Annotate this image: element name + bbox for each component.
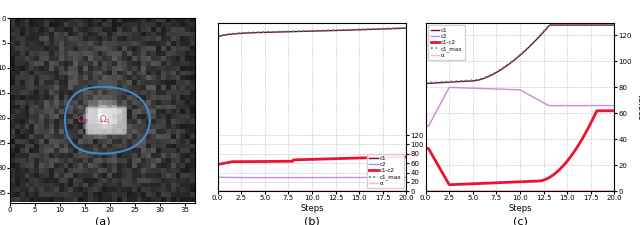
Legend: c1, c2, c1-c2, c1_max, α: c1, c2, c1-c2, c1_max, α [367, 154, 404, 189]
Y-axis label: Values: Values [428, 93, 437, 121]
Text: (b): (b) [304, 217, 320, 225]
Text: $\Omega_2$: $\Omega_2$ [77, 114, 90, 126]
Legend: c1, c2, c1-c2, c1_max, α: c1, c2, c1-c2, c1_max, α [428, 25, 465, 60]
Y-axis label: Values: Values [636, 93, 640, 121]
X-axis label: Steps: Steps [508, 204, 532, 213]
Text: (c): (c) [513, 217, 527, 225]
Text: $\Omega_1$: $\Omega_1$ [99, 114, 111, 126]
X-axis label: (a): (a) [95, 217, 110, 225]
X-axis label: Steps: Steps [300, 204, 324, 213]
FancyBboxPatch shape [86, 107, 126, 134]
